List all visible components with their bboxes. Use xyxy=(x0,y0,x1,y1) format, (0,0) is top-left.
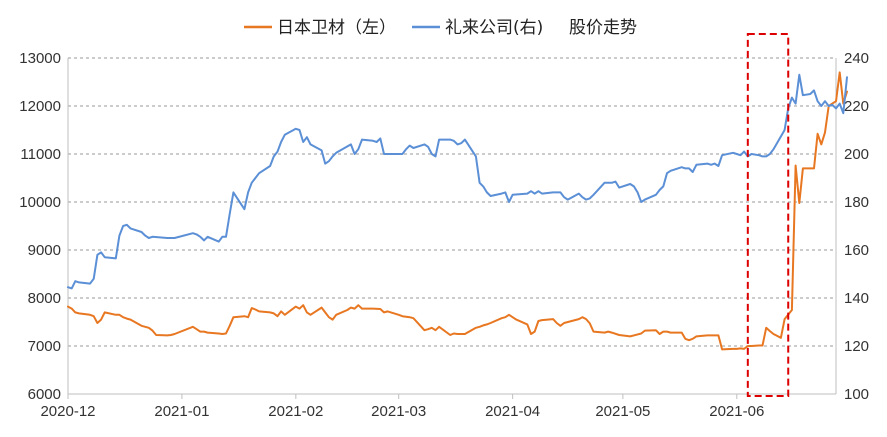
y-right-tick-label: 180 xyxy=(844,194,869,211)
legend-label-eisai: 日本卫材（左） xyxy=(277,18,396,38)
highlight-region xyxy=(746,33,790,397)
x-tick-label: 2020-12 xyxy=(40,403,95,420)
y-right-tick-label: 120 xyxy=(844,338,869,355)
y-left-tick-label: 11000 xyxy=(20,146,61,163)
y-left-tick-label: 6000 xyxy=(28,386,61,403)
series-line-lilly xyxy=(67,73,848,290)
x-tick-label: 2021-01 xyxy=(154,403,209,420)
series-lines xyxy=(67,71,848,351)
tick-labels: 6000 7000 8000 9000 10000 11000 12000 13000 100 1… xyxy=(19,50,869,420)
y-right-tick-label: 200 xyxy=(844,146,869,163)
y-right-tick-label: 100 xyxy=(844,386,869,403)
y-right-tick-label: 160 xyxy=(844,242,869,259)
gridlines xyxy=(68,57,836,347)
series-line-eisai xyxy=(67,71,848,351)
y-left-tick-label: 7000 xyxy=(28,338,61,355)
y-left-tick-label: 13000 xyxy=(19,50,61,67)
legend-label-lilly: 礼来公司(右) xyxy=(445,18,543,38)
x-tick-label: 2021-04 xyxy=(485,403,540,420)
legend: 日本卫材（左） 礼来公司(右) 股价走势 xyxy=(244,18,637,38)
x-tick-label: 2021-06 xyxy=(709,403,764,420)
y-left-tick-label: 12000 xyxy=(19,98,61,115)
highlight-box xyxy=(746,33,790,397)
axes xyxy=(67,58,837,399)
legend-suffix: 股价走势 xyxy=(569,18,637,38)
x-tick-label: 2021-05 xyxy=(595,403,650,420)
y-left-tick-label: 8000 xyxy=(28,290,61,307)
x-tick-label: 2021-03 xyxy=(371,403,426,420)
y-right-tick-label: 240 xyxy=(844,50,869,67)
x-tick-label: 2021-02 xyxy=(268,403,323,420)
y-left-tick-label: 10000 xyxy=(19,194,61,211)
y-right-tick-label: 140 xyxy=(844,290,869,307)
y-left-tick-label: 9000 xyxy=(28,242,61,259)
y-right-tick-label: 220 xyxy=(844,98,869,115)
